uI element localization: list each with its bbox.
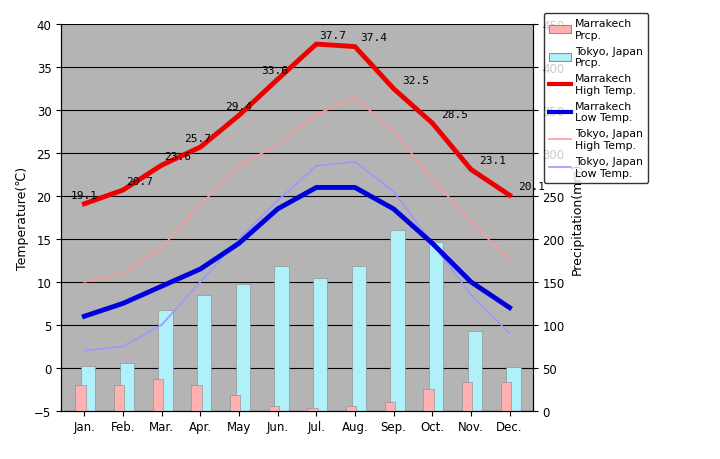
Bar xyxy=(158,311,173,411)
Bar xyxy=(390,231,405,411)
Text: 37.4: 37.4 xyxy=(361,34,387,43)
Text: 25.7: 25.7 xyxy=(184,134,211,144)
Bar xyxy=(81,366,96,411)
Bar xyxy=(462,382,472,411)
Text: 20.7: 20.7 xyxy=(126,176,153,186)
Text: 20.1: 20.1 xyxy=(518,182,545,191)
Text: 32.5: 32.5 xyxy=(402,75,429,85)
Text: 37.7: 37.7 xyxy=(319,31,346,41)
Y-axis label: Precipitation(mm): Precipitation(mm) xyxy=(570,162,583,274)
Bar xyxy=(423,389,433,411)
Text: 28.5: 28.5 xyxy=(441,110,467,120)
Bar xyxy=(384,402,395,411)
Bar xyxy=(351,267,366,411)
Bar xyxy=(192,385,202,411)
Bar xyxy=(235,285,250,411)
Bar xyxy=(153,379,163,411)
Bar xyxy=(307,408,318,411)
Bar xyxy=(269,406,279,411)
Text: 29.4: 29.4 xyxy=(225,102,252,112)
Text: 33.6: 33.6 xyxy=(261,66,288,76)
Bar xyxy=(76,385,86,411)
Bar xyxy=(313,279,328,411)
Bar xyxy=(230,395,240,411)
Bar xyxy=(274,267,289,411)
Bar xyxy=(197,295,212,411)
Bar xyxy=(500,382,511,411)
Y-axis label: Temperature(℃): Temperature(℃) xyxy=(16,167,29,269)
Text: 19.1: 19.1 xyxy=(71,190,97,200)
Text: 23.6: 23.6 xyxy=(164,151,192,162)
Legend: Marrakech
Prcp., Tokyo, Japan
Prcp., Marrakech
High Temp., Marrakech
Low Temp., : Marrakech Prcp., Tokyo, Japan Prcp., Mar… xyxy=(544,14,648,184)
Bar xyxy=(114,385,125,411)
Text: 23.1: 23.1 xyxy=(480,156,506,166)
Bar xyxy=(120,363,134,411)
Bar xyxy=(429,242,444,411)
Bar xyxy=(506,367,521,411)
Bar xyxy=(346,407,356,411)
Bar xyxy=(468,331,482,411)
